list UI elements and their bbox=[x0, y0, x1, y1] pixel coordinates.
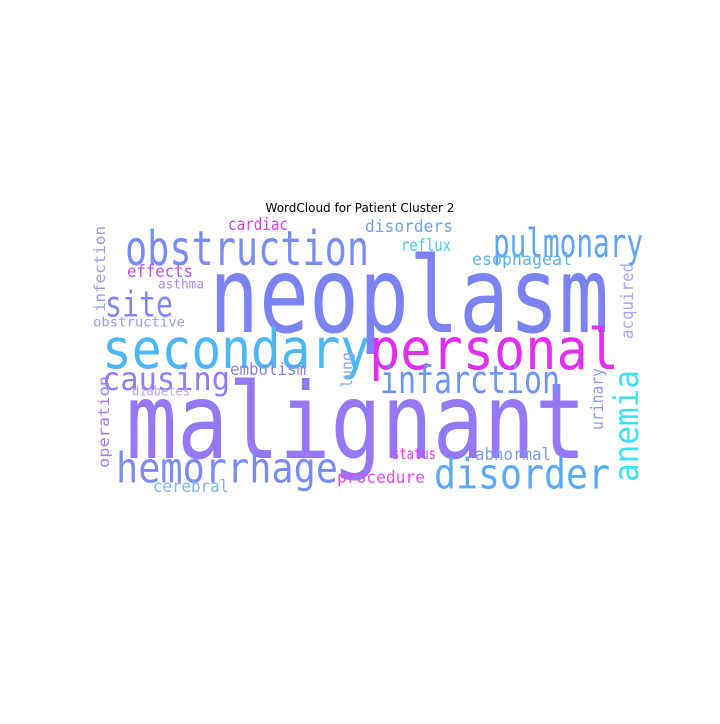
word-operation: operation bbox=[95, 376, 113, 468]
word-hemorrhage: hemorrhage bbox=[116, 444, 338, 493]
word-pulmonary: pulmonary bbox=[493, 221, 643, 267]
word-secondary: secondary bbox=[102, 317, 370, 381]
word-lung: lung bbox=[338, 352, 356, 388]
word-cardiac: cardiac bbox=[228, 215, 288, 235]
word-personal: personal bbox=[369, 317, 619, 383]
word-urinary: urinary bbox=[588, 368, 608, 430]
word-obstruction: obstruction bbox=[125, 221, 369, 277]
word-obstructive: obstructive bbox=[93, 316, 185, 331]
word-effects: effects bbox=[127, 262, 193, 282]
word-diabetes: diabetes bbox=[132, 385, 190, 400]
word-infection: infection bbox=[91, 226, 109, 312]
word-cerebral: cerebral bbox=[153, 477, 229, 497]
word-infarction: infarction bbox=[380, 358, 560, 402]
chart-title: WordCloud for Patient Cluster 2 bbox=[265, 201, 455, 215]
word-asthma: asthma bbox=[158, 278, 204, 293]
word-procedure: procedure bbox=[337, 468, 425, 488]
word-embolism: embolism bbox=[230, 360, 306, 380]
word-malignant: malignant bbox=[126, 361, 586, 483]
word-abnormal: abnormal bbox=[475, 445, 551, 465]
word-status: status bbox=[392, 445, 436, 463]
word-esophageal: esophageal bbox=[472, 250, 572, 270]
word-causing: causing bbox=[102, 360, 230, 398]
word-disorder: disorder bbox=[434, 450, 610, 499]
word-site: site bbox=[105, 285, 173, 326]
word-anemia: anemia bbox=[607, 370, 647, 482]
word-neoplasm: neoplasm bbox=[209, 235, 609, 357]
word-reflux: reflux bbox=[401, 236, 451, 256]
word-disorders: disorders bbox=[365, 217, 453, 237]
word-acquired: acquired bbox=[618, 263, 638, 339]
